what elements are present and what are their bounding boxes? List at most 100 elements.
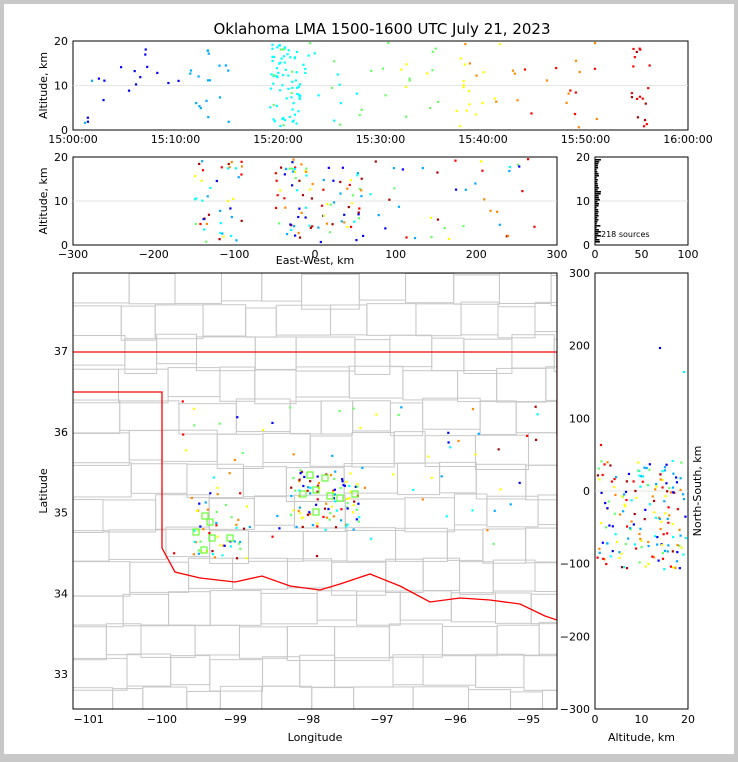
- source-point: [283, 61, 286, 64]
- east-west-x-ticks: −300 −200 −100 0 100 200 300: [58, 248, 568, 261]
- source-point: [339, 486, 342, 490]
- source-point: [676, 551, 679, 554]
- source-point: [358, 516, 361, 519]
- source-point: [276, 46, 279, 49]
- source-point: [622, 510, 625, 513]
- source-point: [632, 480, 635, 483]
- source-point: [669, 491, 673, 494]
- source-point: [671, 523, 674, 526]
- source-point: [664, 512, 667, 515]
- source-point: [659, 527, 662, 531]
- source-point: [611, 549, 614, 553]
- source-point: [173, 552, 176, 555]
- source-point: [308, 42, 312, 45]
- source-point: [297, 93, 300, 96]
- source-point: [651, 495, 654, 498]
- longitude-tick-label: −101: [73, 713, 103, 726]
- source-point: [447, 441, 450, 444]
- source-point: [208, 532, 211, 535]
- source-point: [666, 517, 669, 520]
- longitude-tick-label: −97: [370, 713, 393, 726]
- source-point: [530, 112, 533, 115]
- source-point: [294, 79, 298, 82]
- source-point: [352, 528, 355, 531]
- source-point: [667, 544, 670, 547]
- source-point: [605, 562, 608, 566]
- source-point: [675, 560, 679, 563]
- histogram-bar: [595, 179, 598, 181]
- histogram-bar: [595, 239, 600, 241]
- source-point: [661, 486, 664, 489]
- source-point: [262, 428, 265, 432]
- east-west-panel: −300 −200 −100 0 100 200 300 0 10 20 Eas…: [37, 151, 568, 267]
- source-point: [648, 64, 651, 67]
- source-point: [363, 486, 366, 489]
- histogram-panel: 218 sources 0 50 100 0 10 20: [576, 151, 699, 261]
- source-point: [278, 44, 282, 47]
- east-west-y-label: Altitude, km: [37, 167, 50, 234]
- source-point: [493, 509, 496, 512]
- source-point: [640, 546, 643, 549]
- source-point: [657, 559, 660, 562]
- source-point: [284, 68, 287, 71]
- source-point: [332, 491, 335, 494]
- altitude-tick-label: 20: [54, 35, 68, 48]
- source-point: [290, 96, 293, 99]
- source-point: [662, 533, 665, 536]
- time-height-x-ticks: 15:00:00 15:10:00 15:20:00 15:30:00 15:4…: [48, 133, 712, 146]
- source-point: [663, 469, 666, 472]
- source-point: [289, 56, 292, 59]
- source-point: [675, 476, 678, 479]
- histogram-bar: [595, 201, 598, 203]
- station-marker: [206, 518, 214, 526]
- source-point: [623, 565, 626, 569]
- source-point: [408, 77, 411, 80]
- source-point: [216, 486, 219, 489]
- source-point: [238, 542, 241, 545]
- east-west-tick-label: −100: [219, 248, 249, 261]
- source-point: [184, 449, 188, 452]
- source-point: [275, 179, 278, 182]
- source-point: [206, 195, 209, 198]
- altitude-tick-label: 0: [61, 124, 68, 137]
- source-point: [655, 485, 658, 488]
- source-point: [624, 490, 628, 493]
- source-point: [405, 63, 408, 66]
- source-point: [278, 222, 281, 225]
- source-point: [647, 540, 650, 544]
- histogram-bar: [595, 221, 598, 223]
- source-point: [624, 505, 627, 508]
- source-point: [574, 59, 578, 62]
- source-point: [216, 493, 219, 496]
- histogram-bar: [595, 173, 599, 175]
- source-point: [358, 187, 362, 191]
- source-point: [290, 184, 294, 187]
- source-point: [338, 83, 341, 86]
- source-point: [474, 182, 477, 185]
- source-point: [646, 483, 649, 487]
- source-point: [393, 187, 396, 190]
- source-point: [616, 540, 619, 543]
- source-point: [103, 79, 106, 82]
- source-point: [207, 213, 211, 216]
- source-point: [375, 413, 378, 416]
- histogram-bar: [595, 223, 597, 225]
- source-point: [498, 223, 501, 226]
- station-marker: [208, 534, 216, 542]
- source-point: [232, 197, 235, 200]
- histogram-bar: [595, 213, 598, 215]
- source-point: [664, 495, 667, 498]
- time-tick-label: 15:40:00: [458, 133, 507, 146]
- source-point: [233, 540, 236, 543]
- source-point: [322, 178, 325, 182]
- source-point: [200, 179, 203, 182]
- source-point: [333, 493, 336, 496]
- source-point: [663, 466, 667, 469]
- source-point: [645, 122, 648, 126]
- source-point: [290, 486, 293, 489]
- source-point: [627, 472, 631, 476]
- source-point: [239, 540, 242, 544]
- source-point: [291, 70, 294, 73]
- source-point: [449, 446, 452, 449]
- source-point: [523, 68, 527, 71]
